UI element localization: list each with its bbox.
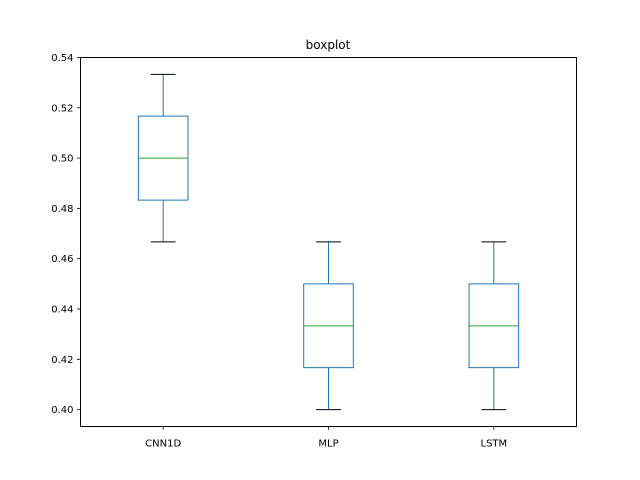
y-tick-label: 0.44 bbox=[51, 305, 73, 316]
y-tick-label: 0.54 bbox=[51, 53, 73, 64]
y-tick-label: 0.42 bbox=[51, 355, 73, 366]
x-tick-label: MLP bbox=[318, 439, 338, 450]
box-group-mlp bbox=[303, 241, 354, 411]
x-axis: CNN1D MLP LSTM bbox=[145, 426, 508, 450]
y-tick-label: 0.46 bbox=[51, 254, 73, 265]
y-tick-label: 0.40 bbox=[51, 405, 73, 416]
box-group-lstm bbox=[468, 241, 520, 411]
x-tick-label: CNN1D bbox=[145, 439, 181, 450]
y-tick-label: 0.52 bbox=[51, 103, 73, 114]
plot-frame bbox=[80, 57, 577, 427]
chart-title: boxplot bbox=[306, 38, 351, 52]
x-tick-label: LSTM bbox=[481, 439, 508, 450]
box-group-cnn1d bbox=[137, 73, 189, 243]
y-tick-label: 0.48 bbox=[51, 204, 73, 215]
boxes-layer bbox=[137, 73, 520, 411]
y-tick-label: 0.50 bbox=[51, 154, 73, 165]
y-axis: 0.40 0.42 0.44 0.46 0.48 0.50 0.52 0.54 bbox=[51, 53, 81, 416]
